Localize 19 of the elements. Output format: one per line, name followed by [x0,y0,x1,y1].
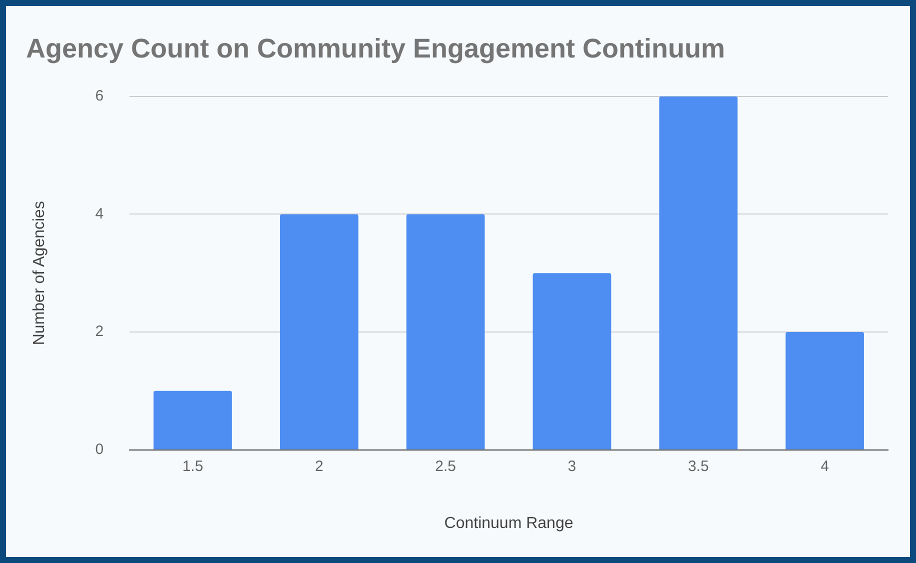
chart-title: Agency Count on Community Engagement Continuum [26,34,725,64]
bar [406,214,485,450]
x-tick-label: 3.5 [688,458,709,475]
y-tick-label: 4 [95,205,104,222]
x-tick-label: 4 [820,458,829,475]
x-tick-label: 3 [568,458,576,475]
bar [280,214,358,450]
y-tick-label: 6 [95,88,104,105]
y-axis-title: Number of Agencies [31,201,48,346]
y-tick-label: 2 [95,323,104,340]
bar [532,273,612,450]
bar [659,96,738,450]
x-axis-title: Continuum Range [444,514,574,532]
bar [786,332,864,450]
y-tick-label: 0 [95,440,104,458]
x-tick-label: 1.5 [182,458,204,475]
x-tick-label: 2 [314,458,324,475]
bar [154,390,232,450]
x-tick-label: 2.5 [435,458,456,475]
